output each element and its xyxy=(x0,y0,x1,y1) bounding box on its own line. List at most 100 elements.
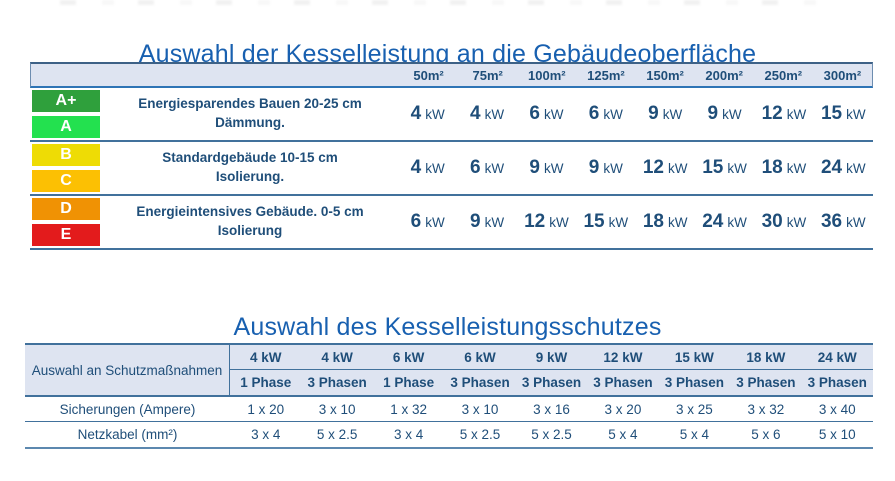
power-value-cell: 9 kW xyxy=(517,157,576,179)
power-value: 18 xyxy=(642,211,664,232)
fuse-value-cell: 3 x 20 xyxy=(587,395,659,421)
power-header-cell: 6 kW xyxy=(444,345,516,370)
power-unit: kW xyxy=(484,215,505,230)
power-unit: kW xyxy=(484,161,505,176)
power-value: 15 xyxy=(583,211,605,232)
power-header-cell: 12 kW xyxy=(587,345,659,370)
power-unit: kW xyxy=(484,107,505,122)
power-unit: kW xyxy=(603,161,623,176)
fuse-value-cell: 3 x 25 xyxy=(658,395,731,421)
power-unit: kW xyxy=(603,107,623,122)
power-value: 4 xyxy=(470,103,481,124)
power-header-cell: 9 kW xyxy=(515,345,588,370)
power-unit: kW xyxy=(727,215,747,230)
power-value-cell: 36 kW xyxy=(814,211,873,233)
power-value-cell: 15 kW xyxy=(695,157,754,179)
power-value: 12 xyxy=(642,157,664,178)
power-header-cell: 15 kW xyxy=(658,345,731,370)
power-value-cell: 12 kW xyxy=(754,103,813,125)
phase-header-cell: 3 Phasen xyxy=(730,370,802,395)
phase-header-cell: 3 Phasen xyxy=(444,370,516,395)
cable-value-cell: 5 x 4 xyxy=(658,421,731,447)
power-unit: kW xyxy=(668,215,688,230)
fuse-value-cell: 1 x 32 xyxy=(372,395,445,421)
power-value: 9 xyxy=(707,103,719,124)
power-value-cell: 18 kW xyxy=(636,211,695,233)
power-value: 4 xyxy=(410,103,422,124)
cable-value-cell: 5 x 6 xyxy=(730,421,802,447)
area-header: 75m² xyxy=(472,67,503,83)
power-unit: kW xyxy=(668,161,688,176)
fuse-value-cell: 3 x 10 xyxy=(444,395,516,421)
power-unit: kW xyxy=(425,107,445,122)
fuse-value-cell: 3 x 40 xyxy=(801,395,873,421)
power-value-cell: 30 kW xyxy=(754,211,813,233)
power-unit: kW xyxy=(727,161,747,176)
phase-header-cell: 3 Phasen xyxy=(658,370,731,395)
table-row: D E Energieintensives Gebäude. 0-5 cm Isoli… xyxy=(30,196,873,250)
power-header-cell: 18 kW xyxy=(730,345,802,370)
row-description-line1: Energiesparendes Bauen 20-25 cm xyxy=(138,96,362,112)
phase-header-cell: 3 Phasen xyxy=(301,370,373,395)
power-header-cell: 4 kW xyxy=(301,345,373,370)
row-description: Standardgebäude 10-15 cm Isolierung. xyxy=(102,149,398,187)
power-value-cell: 15 kW xyxy=(576,211,635,233)
power-unit: kW xyxy=(722,107,742,122)
power-value: 9 xyxy=(588,157,600,178)
cable-value-cell: 3 x 4 xyxy=(372,421,445,447)
power-value-cell: 4 kW xyxy=(398,157,457,179)
power-unit: kW xyxy=(786,107,807,122)
protection-row-header: Auswahl an Schutzmaßnahmen xyxy=(25,345,230,395)
power-value-cell: 12 kW xyxy=(636,157,695,179)
phase-header-cell: 3 Phasen xyxy=(587,370,659,395)
cable-value-cell: 5 x 2.5 xyxy=(515,421,588,447)
boiler-power-table-body: A+ A Energiesparendes Bauen 20-25 cm Dämmun… xyxy=(30,88,873,250)
phase-header-cell: 1 Phase xyxy=(372,370,445,395)
fuse-row-label: Sicherungen (Ampere) xyxy=(25,395,230,421)
power-value-cell: 6 kW xyxy=(398,211,457,233)
power-value: 24 xyxy=(820,157,843,178)
power-value: 18 xyxy=(761,157,783,178)
fuse-value-cell: 1 x 20 xyxy=(230,395,302,421)
cable-value-cell: 5 x 10 xyxy=(801,421,873,447)
power-value-cell: 6 kW xyxy=(457,157,516,179)
power-unit: kW xyxy=(846,215,866,230)
power-value-cell: 6 kW xyxy=(576,103,635,125)
power-value: 12 xyxy=(761,103,783,124)
row-description: Energiesparendes Bauen 20-25 cm Dämmung. xyxy=(102,95,398,133)
protection-table: Auswahl an Schutzmaßnahmen 4 kW 4 kW 6 kW 6 … xyxy=(25,343,873,449)
power-unit: kW xyxy=(549,215,569,230)
power-value-cell: 9 kW xyxy=(576,157,635,179)
power-header-cell: 24 kW xyxy=(801,345,873,370)
area-header: 250m² xyxy=(764,67,803,83)
row-description-line1: Energieintensives Gebäude. 0-5 cm xyxy=(136,204,364,220)
energy-class-badge: D xyxy=(32,198,100,220)
power-value: 4 xyxy=(410,157,422,178)
cropped-text-artifact xyxy=(60,0,825,5)
power-value: 30 xyxy=(761,211,783,232)
power-value-cell: 18 kW xyxy=(754,157,813,179)
energy-badges: A+ A xyxy=(30,90,102,138)
phase-header-cell: 3 Phasen xyxy=(515,370,588,395)
power-value: 6 xyxy=(410,211,422,232)
energy-class-badge: B xyxy=(32,144,100,166)
area-header: 125m² xyxy=(587,67,625,83)
row-description: Energieintensives Gebäude. 0-5 cm Isolier… xyxy=(102,203,398,241)
power-unit: kW xyxy=(846,161,866,176)
table-row: A+ A Energiesparendes Bauen 20-25 cm Dämmun… xyxy=(30,88,873,142)
energy-class-badge: C xyxy=(32,170,100,192)
cable-value-cell: 5 x 2.5 xyxy=(301,421,373,447)
power-value: 6 xyxy=(588,103,600,124)
fuse-value-cell: 3 x 10 xyxy=(301,395,373,421)
phase-header-cell: 3 Phasen xyxy=(801,370,873,395)
power-value: 6 xyxy=(529,103,540,124)
row-description-line2: Isolierung xyxy=(217,223,283,238)
power-value-cell: 9 kW xyxy=(457,211,516,233)
power-value-cell: 4 kW xyxy=(398,103,457,125)
power-value-cell: 24 kW xyxy=(695,211,754,233)
area-header: 100m² xyxy=(528,67,566,83)
area-header: 300m² xyxy=(823,67,862,83)
